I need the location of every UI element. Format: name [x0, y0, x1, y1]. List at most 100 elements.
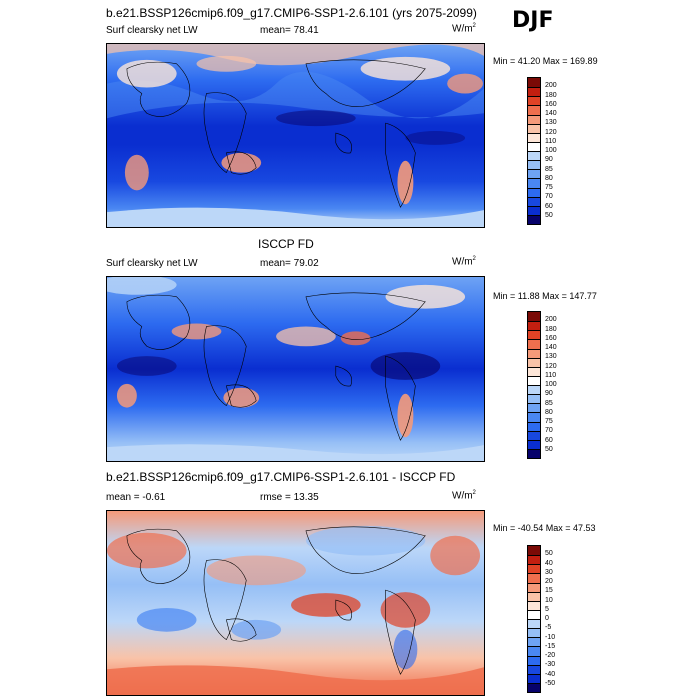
panel-3-map	[106, 510, 485, 696]
panel-2-units-text: W/m	[452, 256, 473, 268]
colorbar-tick-label: 75	[545, 418, 553, 425]
panel-3-rmse-label: rmse = 13.35	[260, 492, 319, 503]
panel-3-units-text: W/m	[452, 490, 473, 502]
panel-2-mean-label: mean= 79.02	[260, 258, 319, 269]
colorbar-tick-label: 70	[545, 427, 553, 435]
colorbar-tick-label: -15	[545, 642, 556, 650]
colorbar-tick-label: 130	[545, 353, 557, 361]
colorbar-tick-label: 100	[545, 381, 557, 388]
colorbar-tick-label: 180	[545, 91, 557, 99]
colorbar-tick-label: 85	[545, 399, 553, 407]
colorbar-tick-label: 15	[545, 587, 553, 595]
colorbar-swatch	[528, 582, 540, 592]
colorbar-tick-label: 180	[545, 325, 557, 333]
colorbar-swatch	[528, 348, 540, 358]
colorbar-tick-label: 110	[545, 371, 557, 379]
colorbar-swatch	[528, 214, 540, 224]
colorbar-swatch	[528, 141, 540, 151]
colorbar-tick-label: 85	[545, 165, 553, 173]
colorbar-tick-label: 60	[545, 436, 553, 444]
panel-1-units: W/m2	[452, 23, 476, 34]
colorbar-tick-label: 75	[545, 184, 553, 191]
colorbar-swatch	[528, 619, 540, 629]
colorbar-tick-label: 120	[545, 362, 557, 370]
colorbar-swatch	[528, 600, 540, 610]
colorbar-swatch	[528, 375, 540, 385]
colorbar-tick-label: 100	[545, 147, 557, 154]
colorbar-swatch	[528, 591, 540, 601]
colorbar-tick-label: 40	[545, 559, 553, 567]
panel-2-minmax: Min = 11.88 Max = 147.77	[493, 291, 597, 301]
colorbar-tick-label: 110	[545, 137, 557, 145]
colorbar-swatch	[528, 673, 540, 683]
colorbar-tick-label: 130	[545, 119, 557, 127]
colorbar-tick-label: 70	[545, 193, 553, 201]
panel-1-map-svg	[107, 44, 484, 227]
colorbar-tick-label: 50	[545, 211, 553, 219]
panel-2-units: W/m2	[452, 256, 476, 267]
colorbar-tick-label: 160	[545, 334, 557, 342]
colorbar-swatch	[528, 87, 540, 97]
colorbar-swatch	[528, 394, 540, 404]
colorbar-swatch	[528, 78, 540, 88]
panel-3-mean-label: mean = -0.61	[106, 492, 166, 503]
panel-1-units-text: W/m	[452, 23, 473, 35]
colorbar-swatch	[528, 403, 540, 413]
colorbar-swatch	[528, 609, 540, 619]
colorbar-swatch	[528, 339, 540, 349]
colorbar-swatch	[528, 448, 540, 458]
panel-3-title: b.e21.BSSP126cmip6.f09_g17.CMIP6-SSP1-2.…	[106, 470, 456, 484]
season-label: DJF	[512, 8, 554, 33]
panel-3-units: W/m2	[452, 490, 476, 501]
colorbar-swatch	[528, 96, 540, 106]
colorbar-swatch	[528, 366, 540, 376]
colorbar-swatch	[528, 555, 540, 565]
colorbar-tick-label: 200	[545, 316, 557, 324]
colorbar-swatch	[528, 412, 540, 422]
colorbar-swatch	[528, 646, 540, 656]
panel-1-colorbar	[527, 77, 541, 225]
colorbar-tick-label: -40	[545, 670, 556, 678]
colorbar-swatch	[528, 132, 540, 142]
panel-1-map	[106, 43, 485, 228]
colorbar-swatch	[528, 655, 540, 665]
colorbar-swatch	[528, 385, 540, 395]
colorbar-tick-label: 80	[545, 174, 553, 182]
colorbar-swatch	[528, 178, 540, 188]
colorbar-swatch	[528, 151, 540, 161]
panel-1-title: b.e21.BSSP126cmip6.f09_g17.CMIP6-SSP1-2.…	[106, 6, 477, 20]
colorbar-tick-label: 60	[545, 202, 553, 210]
colorbar-swatch	[528, 637, 540, 647]
colorbar-tick-label: 200	[545, 82, 557, 90]
colorbar-swatch	[528, 114, 540, 124]
colorbar-swatch	[528, 187, 540, 197]
colorbar-swatch	[528, 330, 540, 340]
colorbar-swatch	[528, 664, 540, 674]
colorbar-tick-label: -10	[545, 633, 556, 641]
colorbar-swatch	[528, 546, 540, 556]
colorbar-tick-label: 140	[545, 110, 557, 117]
colorbar-tick-label: 10	[545, 596, 553, 604]
colorbar-swatch	[528, 564, 540, 574]
colorbar-swatch	[528, 439, 540, 449]
colorbar-swatch	[528, 123, 540, 133]
panel-2-title: ISCCP FD	[258, 237, 314, 251]
colorbar-tick-label: -30	[545, 661, 556, 669]
panel-1-variable-label: Surf clearsky net LW	[106, 25, 198, 36]
colorbar-tick-label: 90	[545, 390, 553, 398]
panel-3-units-sup: 2	[472, 490, 476, 496]
colorbar-swatch	[528, 573, 540, 583]
colorbar-swatch	[528, 169, 540, 179]
colorbar-swatch	[528, 205, 540, 215]
panel-2-colorbar	[527, 311, 541, 459]
colorbar-swatch	[528, 160, 540, 170]
panel-1-units-sup: 2	[472, 23, 476, 29]
colorbar-tick-label: 50	[545, 550, 553, 558]
panel-3-colorbar	[527, 545, 541, 693]
panel-2-variable-label: Surf clearsky net LW	[106, 258, 198, 269]
colorbar-swatch	[528, 421, 540, 431]
colorbar-tick-label: 140	[545, 344, 557, 351]
panel-1-minmax: Min = 41.20 Max = 169.89	[493, 56, 598, 66]
colorbar-swatch	[528, 321, 540, 331]
colorbar-swatch	[528, 628, 540, 638]
